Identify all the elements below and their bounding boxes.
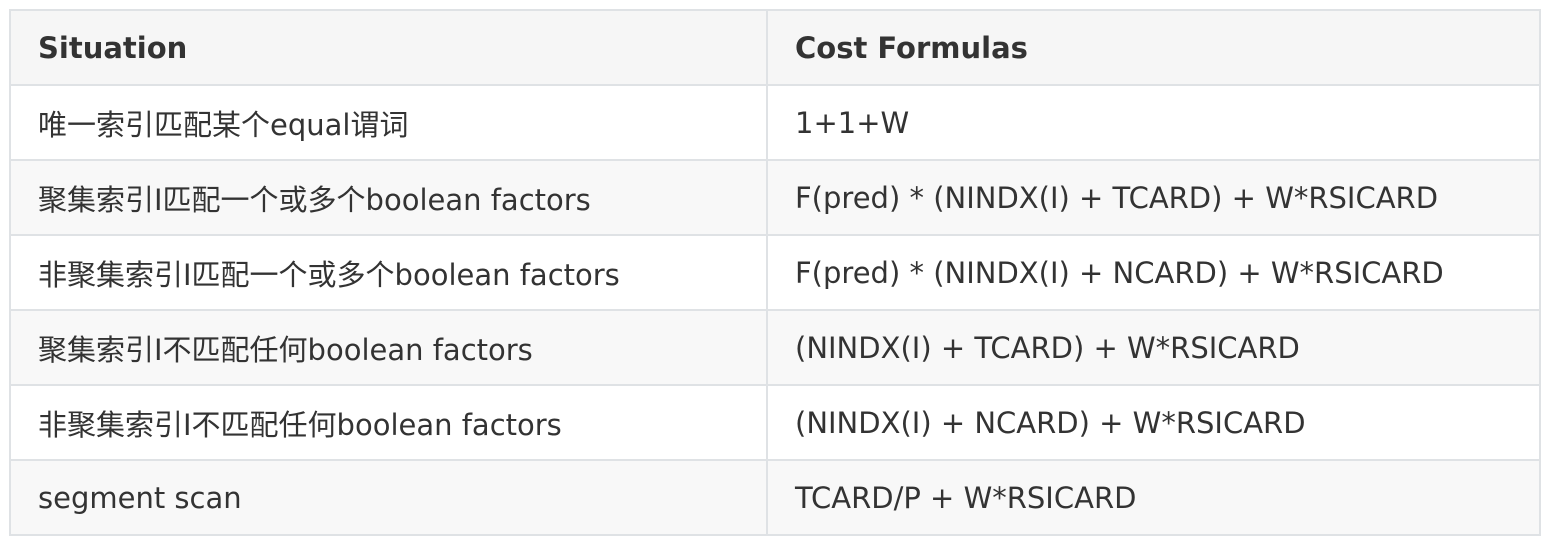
situation-cell: 聚集索引I不匹配任何boolean factors bbox=[9, 309, 768, 386]
formula-cell: 1+1+W bbox=[766, 84, 1541, 161]
cost-table-container: Situation Cost Formulas 唯一索引匹配某个equal谓词 … bbox=[9, 9, 1541, 536]
header-situation: Situation bbox=[9, 9, 768, 86]
table-header-row: Situation Cost Formulas bbox=[9, 9, 1541, 86]
situation-cell: 非聚集索引I匹配一个或多个boolean factors bbox=[9, 234, 768, 311]
formula-cell: F(pred) * (NINDX(I) + NCARD) + W*RSICARD bbox=[766, 234, 1541, 311]
cost-formula-table: Situation Cost Formulas 唯一索引匹配某个equal谓词 … bbox=[9, 9, 1541, 536]
table-row: segment scan TCARD/P + W*RSICARD bbox=[9, 459, 1541, 536]
formula-cell: (NINDX(I) + TCARD) + W*RSICARD bbox=[766, 309, 1541, 386]
formula-cell: (NINDX(I) + NCARD) + W*RSICARD bbox=[766, 384, 1541, 461]
formula-cell: TCARD/P + W*RSICARD bbox=[766, 459, 1541, 536]
table-row: 聚集索引I匹配一个或多个boolean factors F(pred) * (N… bbox=[9, 159, 1541, 236]
table-row: 非聚集索引I匹配一个或多个boolean factors F(pred) * (… bbox=[9, 234, 1541, 311]
table-row: 唯一索引匹配某个equal谓词 1+1+W bbox=[9, 84, 1541, 161]
table-row: 聚集索引I不匹配任何boolean factors (NINDX(I) + TC… bbox=[9, 309, 1541, 386]
header-cost-formulas: Cost Formulas bbox=[766, 9, 1541, 86]
situation-cell: 聚集索引I匹配一个或多个boolean factors bbox=[9, 159, 768, 236]
situation-cell: segment scan bbox=[9, 459, 768, 536]
table-row: 非聚集索引I不匹配任何boolean factors (NINDX(I) + N… bbox=[9, 384, 1541, 461]
situation-cell: 唯一索引匹配某个equal谓词 bbox=[9, 84, 768, 161]
formula-cell: F(pred) * (NINDX(I) + TCARD) + W*RSICARD bbox=[766, 159, 1541, 236]
situation-cell: 非聚集索引I不匹配任何boolean factors bbox=[9, 384, 768, 461]
